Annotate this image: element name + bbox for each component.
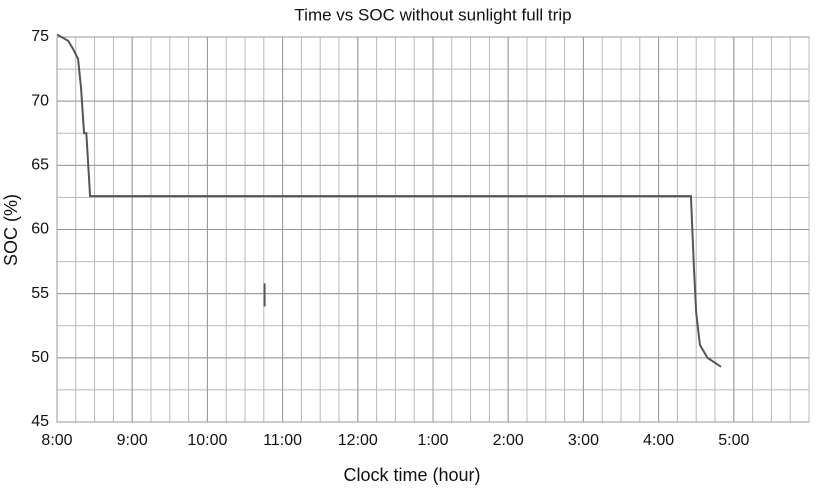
x-tick-label: 1:00 — [417, 432, 448, 449]
x-tick-label: 11:00 — [263, 432, 302, 449]
x-axis-label: Clock time (hour) — [343, 465, 480, 485]
x-tick-label: 5:00 — [718, 432, 749, 449]
data-line — [56, 33, 722, 368]
y-tick-label: 75 — [31, 28, 49, 45]
y-tick-label: 70 — [31, 92, 49, 109]
x-tick-label: 2:00 — [493, 432, 524, 449]
x-tick-label: 4:00 — [643, 432, 674, 449]
x-tick-label: 3:00 — [568, 432, 599, 449]
y-tick-label: 60 — [31, 221, 49, 238]
x-tick-label: 12:00 — [338, 432, 378, 449]
y-axis-label: SOC (%) — [1, 194, 21, 266]
y-tick-label: 45 — [31, 413, 49, 430]
x-tick-label: 10:00 — [187, 432, 227, 449]
y-tick-label: 55 — [31, 285, 49, 302]
x-tick-label: 8:00 — [41, 432, 72, 449]
chart-title: Time vs SOC without sunlight full trip — [294, 5, 571, 24]
y-tick-label: 65 — [31, 157, 49, 174]
y-tick-label: 50 — [31, 349, 49, 366]
x-tick-label: 9:00 — [117, 432, 148, 449]
